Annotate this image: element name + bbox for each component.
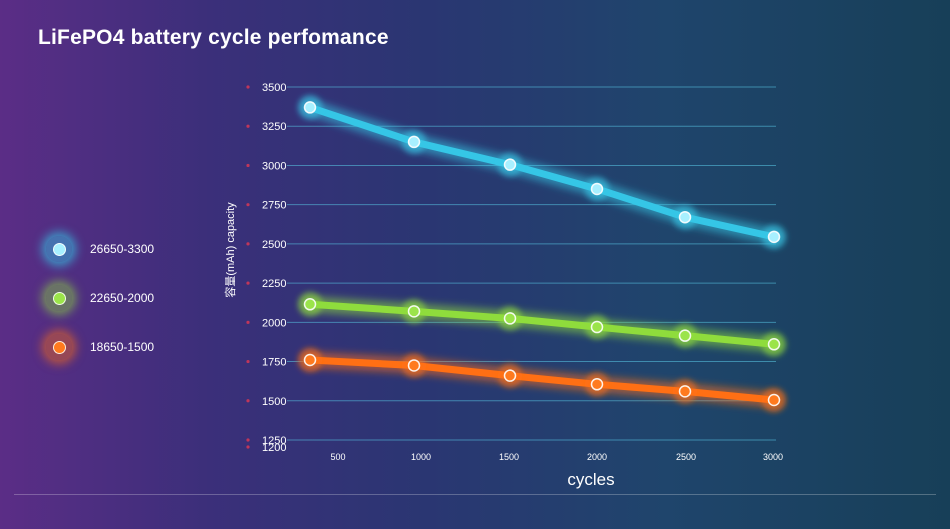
x-tick-label: 2000 xyxy=(587,452,607,462)
footer-divider xyxy=(14,494,936,495)
legend-dot-series-2 xyxy=(52,291,66,305)
y-tick-label: 3000 xyxy=(262,160,286,172)
data-point[interactable] xyxy=(767,393,781,407)
chart-title: LiFePO4 battery cycle perfomance xyxy=(38,26,389,49)
data-point[interactable] xyxy=(678,385,692,398)
series-line-1 xyxy=(306,103,778,241)
y-tick-mark xyxy=(246,359,250,364)
legend-marker-series-3 xyxy=(46,334,72,360)
series-line-2 xyxy=(306,300,778,348)
legend-item-series-2[interactable]: 22650-2000 xyxy=(46,285,154,311)
data-point[interactable] xyxy=(407,305,421,318)
series-line-3 xyxy=(306,356,778,404)
x-tick-label: 1500 xyxy=(499,452,519,462)
y-tick-mark xyxy=(246,203,250,207)
data-point[interactable] xyxy=(303,101,317,114)
legend-item-series-3[interactable]: 18650-1500 xyxy=(46,334,154,360)
y-tick-mark xyxy=(246,320,250,324)
y-tick-mark xyxy=(246,124,250,128)
legend-label-series-2: 22650-2000 xyxy=(90,291,155,305)
data-point[interactable] xyxy=(678,329,692,342)
data-point[interactable] xyxy=(590,320,604,334)
y-tick-label: 2750 xyxy=(262,200,286,212)
y-tick-label: 1750 xyxy=(262,357,286,369)
legend-item-series-1[interactable]: 26650-3300 xyxy=(46,236,154,262)
y-tick-label: 1250 xyxy=(262,435,286,447)
y-tick-label: 2250 xyxy=(262,278,286,290)
y-tick-mark xyxy=(246,242,250,246)
data-point[interactable] xyxy=(303,298,317,311)
y-tick-mark xyxy=(246,399,250,403)
x-tick-label: 3000 xyxy=(763,452,783,462)
y-tick-mark xyxy=(246,85,250,89)
y-tick-label: 1200 xyxy=(262,442,286,454)
data-point[interactable] xyxy=(678,210,692,224)
y-tick-label: 3500 xyxy=(262,82,286,94)
data-point[interactable] xyxy=(503,312,517,325)
legend-dot-series-3 xyxy=(52,340,66,354)
data-point[interactable] xyxy=(590,182,604,196)
x-tick-label: 500 xyxy=(330,452,345,462)
x-tick-label: 1000 xyxy=(411,452,431,462)
y-tick-label: 2000 xyxy=(262,317,286,329)
data-point[interactable] xyxy=(590,378,604,391)
y-tick-mark xyxy=(246,163,250,168)
x-tick-label: 2500 xyxy=(676,452,696,462)
legend-dot-series-1 xyxy=(52,242,66,256)
data-point[interactable] xyxy=(303,353,317,367)
y-tick-mark xyxy=(246,281,250,285)
data-point[interactable] xyxy=(407,359,421,372)
data-point[interactable] xyxy=(767,230,781,244)
data-point[interactable] xyxy=(503,369,517,382)
x-axis-label: cycles xyxy=(567,470,615,489)
y-tick-mark xyxy=(246,445,250,449)
y-tick-label: 2500 xyxy=(262,239,286,251)
y-tick-label: 3250 xyxy=(262,121,286,133)
data-point[interactable] xyxy=(767,338,781,351)
y-tick-mark xyxy=(246,438,250,442)
legend-marker-series-1 xyxy=(46,236,72,262)
legend-label-series-1: 26650-3300 xyxy=(90,242,155,256)
y-tick-label: 1500 xyxy=(262,396,286,408)
data-point[interactable] xyxy=(503,158,517,171)
legend-marker-series-2 xyxy=(46,285,72,311)
legend-label-series-3: 18650-1500 xyxy=(90,340,155,354)
data-point[interactable] xyxy=(407,135,421,149)
